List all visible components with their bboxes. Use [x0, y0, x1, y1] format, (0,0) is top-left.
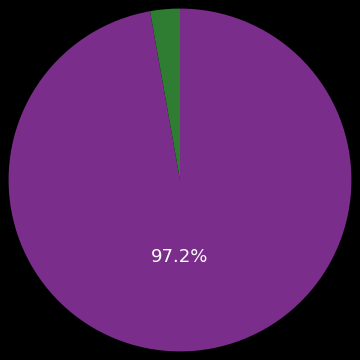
Wedge shape [150, 9, 180, 180]
Wedge shape [9, 9, 351, 351]
Text: 97.2%: 97.2% [151, 248, 209, 266]
